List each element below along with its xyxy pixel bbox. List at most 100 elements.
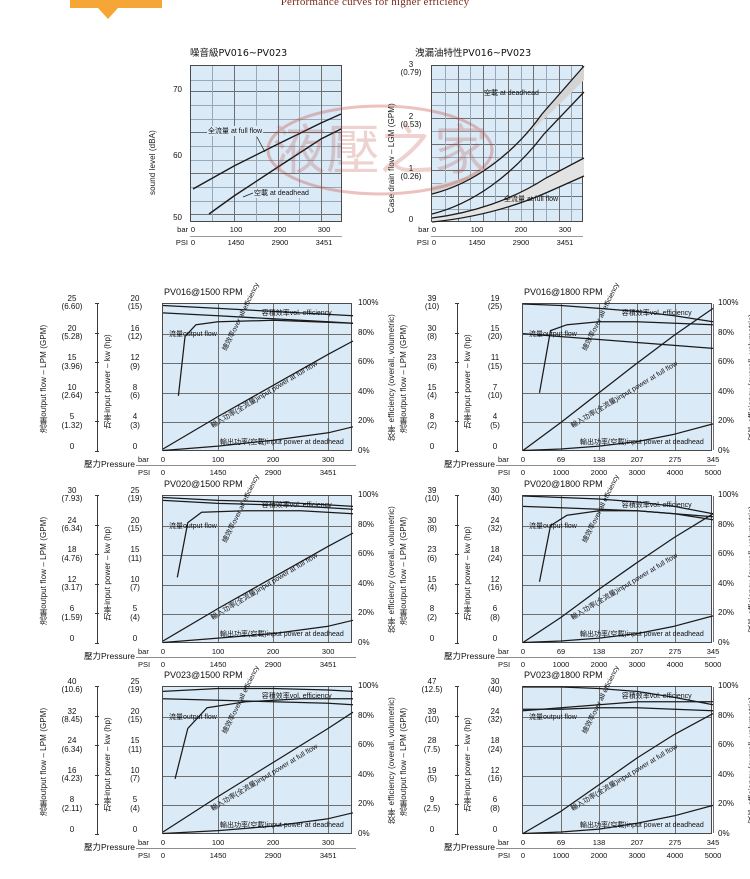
pv016-1800-bar-label: bar — [498, 455, 509, 464]
pv016-1500-plot-area: 容積效率vol. efficiency 流量output flow 總效率over … — [162, 282, 354, 452]
pv016-1800-power-tick-5: 0 — [492, 442, 498, 451]
pv016-1500-flow-tick-1: 20 (5.28) — [61, 323, 83, 341]
pv016-1800-pct-tick-3: 40% — [718, 386, 735, 396]
pv020-1800-bar-tick-0: 0 — [520, 647, 526, 656]
pv016-1800-flow-tick-1: 30 (8) — [427, 323, 437, 341]
pv023-1800-psi-label: PSI — [498, 851, 511, 860]
pv020-1800-bar-tick-4: 275 — [668, 647, 682, 656]
noise-psi-2900: 2900 — [271, 238, 289, 247]
pv020-1500-flow-tick-1: 24 (6.34) — [61, 515, 83, 533]
pv023-1500-label-power-dead: 輸出功率(空載)input power at deadhead — [220, 822, 344, 830]
pv023-1500-bar-tick-1: 100 — [211, 838, 225, 847]
pv016-1800-flow-scalebar — [455, 303, 459, 452]
pv023-1500-curves — [162, 687, 354, 835]
case-drain-bands — [431, 65, 585, 223]
pv016-1500-psi-label: PSI — [138, 468, 151, 477]
pv023-1800-power-tick-5: 0 — [492, 825, 498, 834]
pv023-1500-pct-tick-3: 40% — [358, 769, 375, 779]
pv020-1500-power-tick-4: 5 (4) — [130, 604, 140, 622]
drain-psi-2900: 2900 — [512, 238, 530, 247]
pv016-1500-flow-tick-0: 25 (6.60) — [61, 294, 83, 312]
pv016-1800-flow-axis-label: 流量output flow – LPM (GPM) — [399, 324, 408, 433]
pv016-1500-flow-tick-2: 15 (3.96) — [61, 353, 83, 371]
pv020-1500-plot-area: 容積效率vol. efficiency 流量output flow 總效率over … — [162, 474, 354, 644]
pv016-1500-label-power-dead: 輸出功率(空載)input power at deadhead — [220, 439, 344, 447]
pv023-1800-bar-tick-1: 69 — [556, 838, 566, 847]
pv023-1500-flow-tick-2: 24 (6.34) — [61, 736, 83, 754]
pv020-1800-bar-tick-3: 207 — [630, 647, 644, 656]
pv020-1800-pct-tick-3: 40% — [718, 578, 735, 588]
pv023-1500-efficiency-axis-label: 效率 efficiency (overall, volumetric) — [387, 697, 396, 824]
pv020-1800-power-tick-0: 30 (40) — [487, 486, 503, 504]
pv016-1800-power-tick-4: 4 (5) — [490, 412, 500, 430]
chart-pv020-1500: PV020@1500 RPM 流量output flow – LPM (GPM) 3… — [39, 474, 400, 669]
drain-psi-label: PSI — [416, 238, 429, 247]
pv016-1500-psi-tick-0: 0 — [160, 468, 166, 477]
pv023-1800-flow-axis-label: 流量output flow – LPM (GPM) — [399, 707, 408, 816]
noise-ytick-60: 60 — [173, 151, 182, 160]
pv020-1500-pct-tick-3: 40% — [358, 578, 375, 588]
pv020-1500-label-output-flow: 流量output flow — [169, 523, 217, 531]
pv020-1800-flow-tick-0: 39 (10) — [424, 486, 440, 504]
pv020-1500-psi-tick-0: 0 — [160, 660, 166, 669]
chart-pv020-1800: PV020@1800 RPM 流量output flow – LPM (GPM) 3… — [399, 474, 750, 669]
drain-bar-label: bar — [418, 225, 429, 234]
pv020-1800-flow-tick-1: 30 (8) — [427, 515, 437, 533]
pv023-1800-flow-tick-4: 9 (2.5) — [423, 795, 441, 813]
pv016-1800-pressure-label: 壓力Pressure — [444, 459, 496, 469]
pv020-1800-title: PV020@1800 RPM — [524, 479, 603, 489]
pv020-1500-pct-tick-2: 60% — [358, 549, 375, 559]
pv023-1800-pct-tick-2: 60% — [718, 740, 735, 750]
chart-noise: 噪音級PV016~PV023 sound level (dBA) 70 60 5… — [148, 45, 390, 247]
pv020-1500-power-tick-0: 25 (19) — [127, 486, 143, 504]
pv020-1500-label-power-dead: 輸出功率(空載)input power at deadhead — [220, 631, 344, 639]
pv023-1800-bar-tick-0: 0 — [520, 838, 526, 847]
pv020-1500-flow-tick-4: 6 (1.59) — [61, 604, 83, 622]
pv020-1800-psi-tick-5: 5000 — [704, 660, 722, 669]
pv023-1800-bar-tick-4: 275 — [668, 838, 682, 847]
pv016-1800-efficiency-axis-label: 效率 efficiency (overall, volumetric) — [747, 314, 750, 441]
noise-psi-label: PSI — [175, 238, 188, 247]
chart-case-drain-ylabel: Case drain flow – LGM (GPM) — [387, 103, 396, 213]
pv016-1500-flow-tick-3: 10 (2.64) — [61, 382, 83, 401]
pv023-1500-pressure-label: 壓力Pressure — [84, 842, 136, 852]
noise-bar-label: bar — [177, 225, 188, 234]
drain-bar-300: 300 — [558, 225, 572, 234]
pv020-1500-power-tick-1: 20 (15) — [127, 515, 143, 533]
pv016-1800-pct-tick-2: 60% — [718, 357, 735, 367]
pv016-1500-label-output-flow: 流量output flow — [169, 331, 217, 339]
pv023-1500-psi-label: PSI — [138, 851, 151, 860]
pv016-1500-pressure-label: 壓力Pressure — [84, 459, 136, 469]
pv016-1500-bar-tick-2: 200 — [266, 455, 280, 464]
pv016-1800-bar-tick-4: 275 — [668, 455, 682, 464]
drain-psi-1450: 1450 — [468, 238, 486, 247]
pv020-1500-flow-axis-label: 流量output flow – LPM (GPM) — [39, 516, 48, 625]
pv020-1500-power-tick-5: 0 — [132, 634, 138, 643]
pv023-1500-bar-label: bar — [138, 838, 149, 847]
drain-ytick-1: 1 (0.26) — [400, 164, 422, 182]
pv023-1500-pct-tick-2: 60% — [358, 740, 375, 750]
pv020-1500-bar-tick-1: 100 — [211, 647, 225, 656]
pv016-1800-label-output-flow: 流量output flow — [529, 331, 577, 339]
pv023-1800-bar-label: bar — [498, 838, 509, 847]
pv020-1800-power-tick-4: 6 (8) — [490, 604, 500, 622]
drain-ytick-0: 0 — [408, 215, 414, 224]
pv023-1500-flow-tick-3: 16 (4.23) — [61, 765, 83, 784]
pv016-1500-pct-tick-5: 0% — [358, 446, 370, 455]
drain-axis-divider — [431, 236, 583, 237]
pv016-1500-title: PV016@1500 RPM — [164, 287, 243, 297]
pv016-1800-flow-tick-0: 39 (10) — [424, 294, 440, 312]
pv023-1800-psi-tick-5: 5000 — [704, 851, 722, 860]
page-header: Performance curves for higher efficiency — [0, 0, 750, 36]
pv023-1800-power-axis-label: 功率input power – kw (hp) — [463, 717, 472, 812]
pv016-1800-title: PV016@1800 RPM — [524, 287, 603, 297]
pv023-1800-flow-tick-3: 19 (5) — [427, 765, 437, 784]
pv020-1800-bar-tick-1: 69 — [556, 647, 566, 656]
pv023-1500-bar-tick-2: 200 — [266, 838, 280, 847]
noise-curves — [192, 113, 342, 215]
pv023-1500-pct-tick-1: 80% — [358, 710, 375, 720]
noise-psi-3451: 3451 — [315, 238, 333, 247]
noise-psi-1450: 1450 — [227, 238, 245, 247]
pv016-1800-power-tick-1: 15 (20) — [487, 323, 503, 341]
drain-label-full-flow: 全流量 at full flow — [504, 196, 559, 203]
